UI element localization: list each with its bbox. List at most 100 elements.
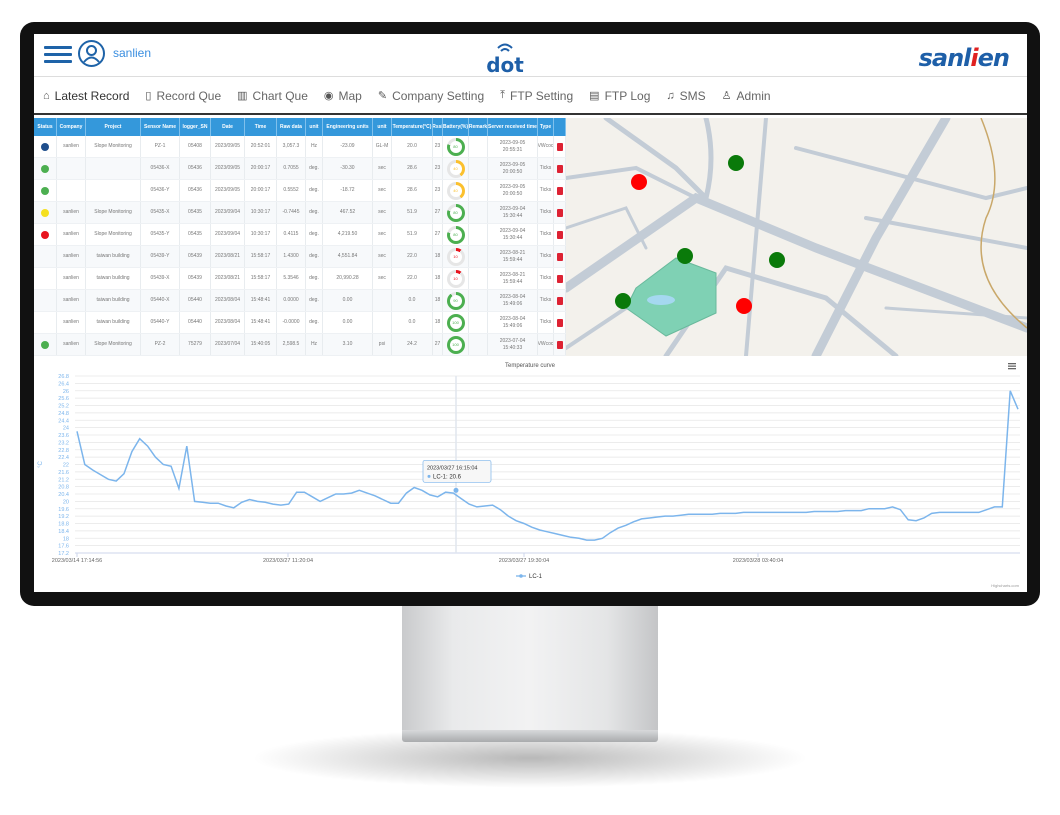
cell-remark xyxy=(469,334,488,355)
y-tick-label: 18 xyxy=(63,536,69,542)
cell-temp: 51.9 xyxy=(392,202,433,223)
delete-icon[interactable] xyxy=(556,230,563,239)
map-marker-green[interactable] xyxy=(615,293,631,309)
column-header[interactable]: Rssi xyxy=(433,118,443,136)
nav-label: Company Setting xyxy=(392,88,485,103)
cell-logger: 05440 xyxy=(180,290,211,311)
delete-icon[interactable] xyxy=(556,318,563,327)
nav-latest-record[interactable]: ⌂ Latest Record xyxy=(43,89,129,103)
column-header[interactable]: Server received time xyxy=(488,118,538,136)
cell-temp: 28.6 xyxy=(392,158,433,179)
delete-icon[interactable] xyxy=(556,252,563,261)
cell-raw: 5.3546 xyxy=(277,268,306,289)
table-row[interactable]: sanlien taiwan building 05440-Y 05440 2023/0… xyxy=(34,312,566,334)
column-header[interactable]: unit xyxy=(373,118,392,136)
table-row[interactable]: sanlien taiwan building 05440-X 05440 2023/0… xyxy=(34,290,566,312)
nav-sms[interactable]: ♫ SMS xyxy=(666,89,705,103)
cell-raw: 0.7055 xyxy=(277,158,306,179)
cell-project: Slope Monitoring xyxy=(86,224,141,245)
nav-company-setting[interactable]: ✎ Company Setting xyxy=(378,89,484,103)
column-header[interactable] xyxy=(554,118,566,136)
table-row[interactable]: sanlien Slope Monitoring 05435-Y 05435 2023/… xyxy=(34,224,566,246)
battery-gauge: 10 xyxy=(446,269,465,288)
cell-del[interactable] xyxy=(554,224,566,245)
delete-icon[interactable] xyxy=(556,164,563,173)
series-line-lc-1[interactable] xyxy=(76,390,1019,541)
map-marker-red[interactable] xyxy=(736,298,752,314)
cell-company xyxy=(57,180,86,201)
nav-record-que[interactable]: ▯ Record Que xyxy=(145,89,221,103)
map-marker-red[interactable] xyxy=(631,174,647,190)
column-header[interactable]: Temperature(°C) xyxy=(392,118,433,136)
column-header[interactable]: logger_SN xyxy=(180,118,211,136)
cell-del[interactable] xyxy=(554,180,566,201)
cell-unit2: sec xyxy=(373,268,392,289)
legend-item-lc-1[interactable]: LC-1 xyxy=(516,574,543,580)
cell-unit2 xyxy=(373,290,392,311)
nav-chart-que[interactable]: ▥ Chart Que xyxy=(237,89,308,103)
column-header[interactable]: Battery(%) xyxy=(443,118,469,136)
column-header[interactable]: Status xyxy=(34,118,57,136)
column-header[interactable]: unit xyxy=(306,118,323,136)
delete-icon[interactable] xyxy=(556,274,563,283)
cell-del[interactable] xyxy=(554,312,566,333)
cell-del[interactable] xyxy=(554,334,566,355)
column-header[interactable]: Date xyxy=(211,118,245,136)
delete-icon[interactable] xyxy=(556,186,563,195)
cell-logger: 05440 xyxy=(180,312,211,333)
nav-map[interactable]: ◉ Map xyxy=(324,89,362,103)
map-marker-green[interactable] xyxy=(769,252,785,268)
delete-icon[interactable] xyxy=(556,142,563,151)
column-header[interactable]: Company xyxy=(57,118,86,136)
column-header[interactable]: Time xyxy=(245,118,277,136)
cell-del[interactable] xyxy=(554,246,566,267)
hamburger-menu-icon[interactable] xyxy=(44,46,72,64)
table-row[interactable]: sanlien taiwan building 05439-X 05439 2023/0… xyxy=(34,268,566,290)
cell-del[interactable] xyxy=(554,268,566,289)
cell-company: sanlien xyxy=(57,246,86,267)
column-header[interactable]: Sensor Name xyxy=(141,118,180,136)
hamburger-icon[interactable] xyxy=(1008,363,1016,370)
cell-del[interactable] xyxy=(554,202,566,223)
cell-time: 15:40:05 xyxy=(245,334,277,355)
table-row[interactable]: sanlien Slope Monitoring PZ-1 05408 2023/09/… xyxy=(34,136,566,158)
column-header[interactable]: Remark xyxy=(469,118,488,136)
monitor-stand-base xyxy=(402,730,658,742)
x-tick-label: 2023/03/14 17:14:56 xyxy=(52,558,102,564)
column-header[interactable]: Project xyxy=(86,118,141,136)
cell-del[interactable] xyxy=(554,158,566,179)
delete-icon[interactable] xyxy=(556,340,563,349)
nav-ftp-log[interactable]: ▤ FTP Log xyxy=(589,89,650,103)
delete-icon[interactable] xyxy=(556,208,563,217)
nav-admin[interactable]: ♙ Admin xyxy=(722,89,771,103)
map-marker-green[interactable] xyxy=(677,248,693,264)
server-time: 15:59:44 xyxy=(502,278,523,285)
cell-unit2: sec xyxy=(373,202,392,223)
username[interactable]: sanlien xyxy=(113,46,152,60)
map-view[interactable] xyxy=(561,113,1027,361)
map-marker-green[interactable] xyxy=(728,155,744,171)
y-tick-label: 24.4 xyxy=(58,418,69,424)
cell-eng: 20,990.28 xyxy=(323,268,373,289)
delete-icon[interactable] xyxy=(556,296,563,305)
cell-del[interactable] xyxy=(554,136,566,157)
user-avatar-icon[interactable] xyxy=(78,40,105,67)
cell-del[interactable] xyxy=(554,290,566,311)
main-nav: ⌂ Latest Record ▯ Record Que ▥ Chart Que ◉ Map ✎… xyxy=(34,78,1027,115)
nav-label: FTP Setting xyxy=(510,88,574,103)
column-header[interactable]: Type xyxy=(538,118,554,136)
table-row[interactable]: 05436-X 05436 2023/09/05 20:00:17 0.7055 deg.… xyxy=(34,158,566,180)
column-header[interactable]: Engineering units xyxy=(323,118,373,136)
cell-battery: 80 xyxy=(443,224,469,245)
table-row[interactable]: 05436-Y 05436 2023/09/05 20:00:17 0.5552 deg.… xyxy=(34,180,566,202)
cell-remark xyxy=(469,246,488,267)
nav-ftp-setting[interactable]: ⤒ FTP Setting xyxy=(500,89,573,103)
cell-sensor: 05435-X xyxy=(141,202,180,223)
table-row[interactable]: sanlien taiwan building 05439-Y 05439 2023/0… xyxy=(34,246,566,268)
table-row[interactable]: sanlien Slope Monitoring PZ-2 75279 2023/07/… xyxy=(34,334,566,356)
cell-logger: 05436 xyxy=(180,180,211,201)
chart-credits[interactable]: Highcharts.com xyxy=(991,583,1019,588)
column-header[interactable]: Raw data xyxy=(277,118,306,136)
table-row[interactable]: sanlien Slope Monitoring 05435-X 05435 2023/… xyxy=(34,202,566,224)
cell-unit2: sec xyxy=(373,180,392,201)
